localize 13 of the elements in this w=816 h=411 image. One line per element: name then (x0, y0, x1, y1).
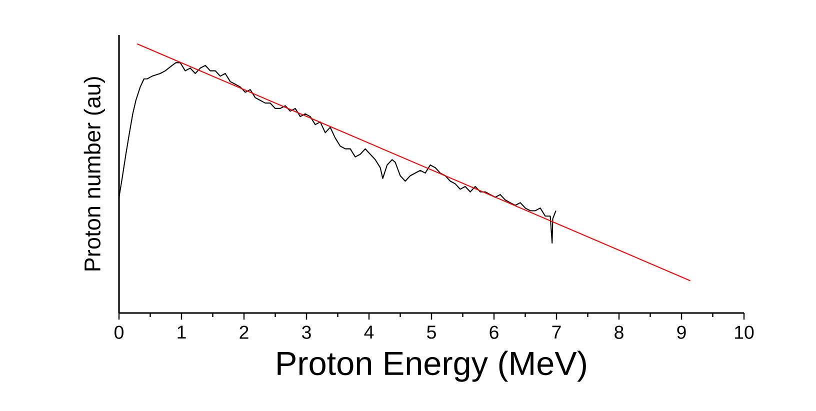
x-tick-label: 2 (240, 326, 248, 339)
x-tick-label: 4 (364, 326, 374, 339)
x-tick-label: 0 (114, 326, 124, 339)
x-tick-label: 9 (677, 326, 686, 339)
x-tick-label: 6 (490, 326, 498, 339)
x-tick-label: 8 (614, 326, 624, 339)
x-tick-label: 7 (552, 326, 561, 339)
x-tick-label: 5 (427, 326, 436, 339)
x-tick-label: 3 (302, 326, 311, 339)
x-tick-label: 10 (735, 326, 754, 339)
y-axis-title: Proton number (au) (84, 77, 105, 270)
x-tick-label: 1 (178, 326, 186, 339)
x-axis-title: Proton Energy (MeV) (278, 350, 586, 382)
